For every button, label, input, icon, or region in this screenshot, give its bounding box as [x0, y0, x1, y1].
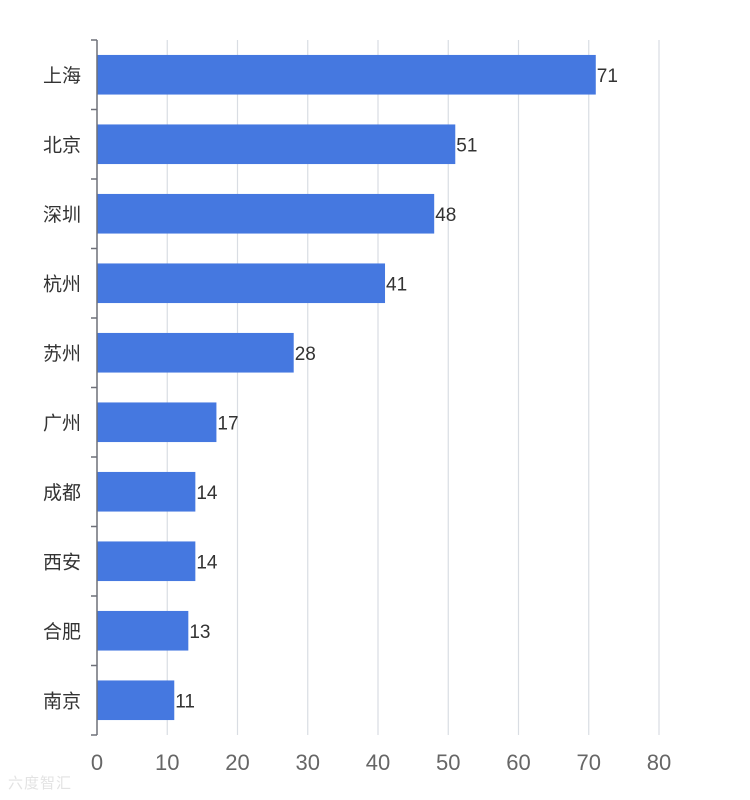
data-label: 28	[295, 344, 316, 365]
bar	[97, 610, 189, 651]
category-label: 广州	[43, 412, 81, 434]
category-label: 深圳	[43, 204, 81, 226]
bar	[97, 541, 196, 582]
category-label: 南京	[43, 690, 81, 712]
x-tick-label: 0	[91, 750, 103, 775]
data-label: 11	[175, 691, 195, 712]
bar	[97, 263, 386, 304]
x-tick-label: 10	[155, 750, 179, 775]
category-label: 成都	[43, 482, 81, 504]
category-label: 杭州	[43, 273, 81, 295]
category-label: 北京	[43, 134, 81, 156]
bar	[97, 124, 456, 165]
x-tick-label: 50	[436, 750, 460, 775]
x-tick-label: 20	[225, 750, 249, 775]
data-label: 71	[597, 66, 618, 87]
bar	[97, 471, 196, 512]
data-labels: 71 51 48 41 28 17 14 14 13 11	[175, 66, 618, 713]
data-label: 14	[196, 552, 218, 573]
x-tick-labels: 0 10 20 30 40 50 60 70 80	[91, 750, 671, 775]
bar	[97, 402, 217, 443]
x-tick-label: 60	[506, 750, 530, 775]
x-tick-label: 70	[577, 750, 601, 775]
category-label: 合肥	[43, 621, 81, 643]
data-label: 17	[217, 413, 238, 434]
x-tick-label: 80	[647, 750, 671, 775]
data-label: 13	[189, 622, 210, 643]
category-label: 上海	[43, 65, 81, 87]
data-label: 51	[456, 135, 477, 156]
y-axis	[91, 39, 98, 736]
data-label: 14	[196, 483, 218, 504]
x-tick-label: 30	[296, 750, 320, 775]
bar	[97, 54, 596, 95]
data-label: 41	[386, 274, 407, 295]
category-label: 西安	[43, 551, 81, 573]
x-tick-label: 40	[366, 750, 390, 775]
bar	[97, 193, 435, 234]
data-label: 48	[435, 205, 456, 226]
watermark: 六度智汇	[8, 774, 73, 792]
bar	[97, 332, 294, 373]
bars	[97, 54, 596, 721]
category-label: 苏州	[43, 343, 81, 365]
bar	[97, 680, 175, 721]
